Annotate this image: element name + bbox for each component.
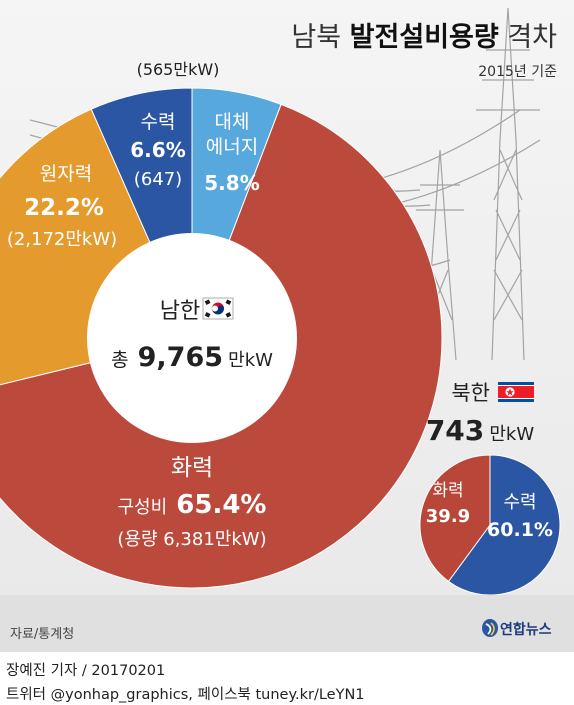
north-label-hydro-name: 수력 [503,492,536,513]
south-region-label: 남한 [160,299,200,324]
credit-line-2: 트위터 @yonhap_graphics, 페이스북 tuney.kr/LeYN… [6,687,365,703]
north-total-unit: 만kW [489,424,534,445]
north-korea-flag [498,382,534,402]
footer-strip [0,595,574,652]
north-label-hydro-pct: 60.1% [487,519,553,541]
chart-subtitle: 2015년 기준 [478,64,557,80]
label-nuclear-detail: (2,172만kW) [7,229,117,250]
south-total-prefix: 총 [111,349,128,371]
label-renewable-name-line1: 대체 [215,111,250,133]
label-renewable-total: (565만kW) [137,60,220,79]
label-renewable-name-line2: 에너지 [206,136,258,158]
label-hydro-name: 수력 [141,111,176,133]
label-renewable-pct: 5.8% [204,171,259,195]
north-label-thermal-pct: 39.9 [426,506,470,527]
south-total: 총 9,765 만kW [111,342,273,373]
title-tail: 격차 [507,22,557,53]
slice-hydro [447,454,561,596]
north-total: 743 만kW [426,414,535,447]
title-bold: 발전설비용량 [350,22,499,53]
label-hydro-pct: 6.6% [130,138,185,162]
south-total-value: 9,765 [138,342,223,373]
credit-line-1: 장예진 기자 / 20170201 [6,663,166,679]
label-nuclear-name: 원자력 [40,163,92,185]
chart-canvas: 남북 발전설비용량 격차 2015년 기준 (565만kW) 대체 에너지 5.… [0,7,574,652]
agency-name: 연합뉴스 [500,621,552,638]
label-hydro-detail: (647) [134,169,182,190]
label-thermal-pct: 구성비 65.4% [118,490,267,520]
south-korea-flag [202,297,234,320]
title-plain: 남북 [291,22,341,53]
label-thermal-name: 화력 [171,455,213,481]
agency-logo-icon [482,619,498,637]
north-region-label: 북한 [451,381,490,405]
north-label-thermal-name: 화력 [432,481,463,501]
label-thermal-value: 65.4% [176,490,266,520]
north-total-value: 743 [426,414,484,447]
south-total-unit: 만kW [228,350,273,371]
label-thermal-prefix: 구성비 [118,497,168,518]
chart-title: 남북 발전설비용량 격차 [291,22,557,53]
north-korea-pie [419,454,561,596]
label-nuclear-pct: 22.2% [24,195,104,221]
label-thermal-detail: (용량 6,381만kW) [117,529,266,550]
slice-thermal [419,454,491,583]
donut-hole [87,233,297,443]
source-note: 자료/통계청 [10,627,74,642]
